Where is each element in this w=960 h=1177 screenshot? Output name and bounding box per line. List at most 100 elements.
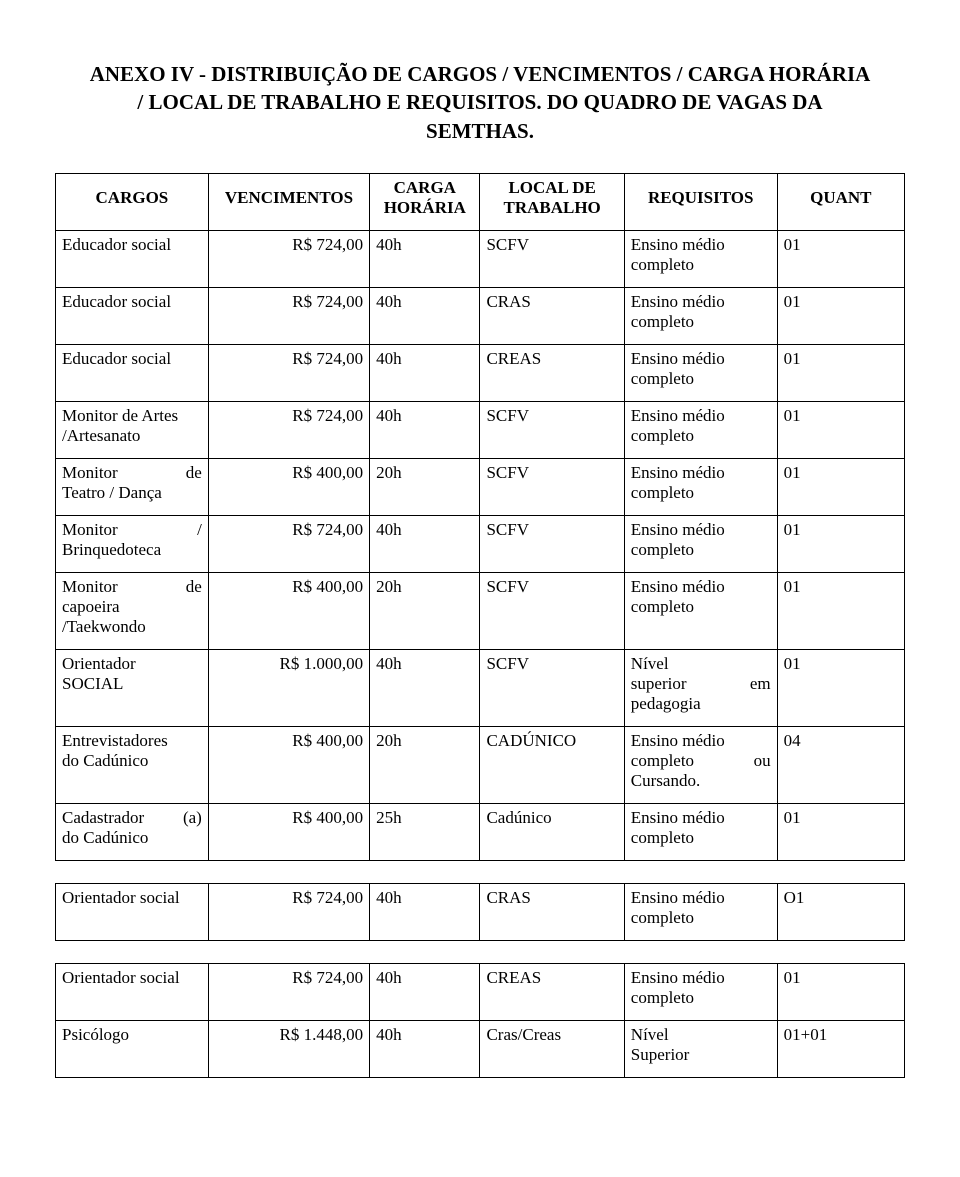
cell-req: Ensino médiocompleto xyxy=(624,402,777,459)
table-row: Educador social R$ 724,00 40h SCFV Ensin… xyxy=(56,231,905,288)
cell-local: SCFV xyxy=(480,402,624,459)
table-row: Educador social R$ 724,00 40h CREAS Ensi… xyxy=(56,345,905,402)
cell-carga: 40h xyxy=(370,884,480,941)
cell-quant: 04 xyxy=(777,727,904,804)
cell-cargo: Psicólogo xyxy=(56,1021,209,1078)
cell-cargo: Educador social xyxy=(56,231,209,288)
cell-quant: O1 xyxy=(777,884,904,941)
cell-req: Ensino médiocompleto xyxy=(624,345,777,402)
table-row: OrientadorSOCIAL R$ 1.000,00 40h SCFV Ní… xyxy=(56,650,905,727)
cell-quant: 01 xyxy=(777,964,904,1021)
cell-cargo: Monitor/ Brinquedoteca xyxy=(56,516,209,573)
cell-local: Cras/Creas xyxy=(480,1021,624,1078)
cell-req: Ensino médiocompleto xyxy=(624,573,777,650)
cell-quant: 01 xyxy=(777,231,904,288)
cell-req: Ensino médiocompleto xyxy=(624,964,777,1021)
table-row: Monitorde capoeira/Taekwondo R$ 400,00 2… xyxy=(56,573,905,650)
cell-venc: R$ 1.448,00 xyxy=(208,1021,369,1078)
table-row: Psicólogo R$ 1.448,00 40h Cras/Creas Nív… xyxy=(56,1021,905,1078)
cell-local: SCFV xyxy=(480,516,624,573)
cell-local: SCFV xyxy=(480,231,624,288)
cell-venc: R$ 724,00 xyxy=(208,964,369,1021)
table-row: Entrevistadoresdo Cadúnico R$ 400,00 20h… xyxy=(56,727,905,804)
cell-venc: R$ 724,00 xyxy=(208,884,369,941)
cell-cargo: OrientadorSOCIAL xyxy=(56,650,209,727)
cell-carga: 20h xyxy=(370,573,480,650)
cell-carga: 40h xyxy=(370,402,480,459)
cell-carga: 40h xyxy=(370,345,480,402)
cell-carga: 40h xyxy=(370,650,480,727)
cell-local: CREAS xyxy=(480,964,624,1021)
cell-cargo: Orientador social xyxy=(56,964,209,1021)
cell-venc: R$ 724,00 xyxy=(208,288,369,345)
table-row: Cadastrador(a) do Cadúnico R$ 400,00 25h… xyxy=(56,804,905,861)
cell-req: Ensino médio completoou Cursando. xyxy=(624,727,777,804)
header-local: LOCAL DE TRABALHO xyxy=(480,174,624,231)
title-line-3: SEMTHAS. xyxy=(426,119,534,143)
header-carga: CARGA HORÁRIA xyxy=(370,174,480,231)
cell-local: CRAS xyxy=(480,884,624,941)
header-cargos: CARGOS xyxy=(56,174,209,231)
header-vencimentos: VENCIMENTOS xyxy=(208,174,369,231)
cell-carga: 40h xyxy=(370,516,480,573)
cell-local: Cadúnico xyxy=(480,804,624,861)
cargos-table-2: Orientador social R$ 724,00 40h CRAS Ens… xyxy=(55,883,905,941)
cell-venc: R$ 400,00 xyxy=(208,573,369,650)
cell-quant: 01 xyxy=(777,650,904,727)
table-row: Monitorde Teatro / Dança R$ 400,00 20h S… xyxy=(56,459,905,516)
cell-local: CRAS xyxy=(480,288,624,345)
cell-req: Ensino médiocompleto xyxy=(624,884,777,941)
cell-cargo: Cadastrador(a) do Cadúnico xyxy=(56,804,209,861)
document-title: ANEXO IV - DISTRIBUIÇÃO DE CARGOS / VENC… xyxy=(55,60,905,145)
cargos-table-3: Orientador social R$ 724,00 40h CREAS En… xyxy=(55,963,905,1078)
table-row: Educador social R$ 724,00 40h CRAS Ensin… xyxy=(56,288,905,345)
header-quant: QUANT xyxy=(777,174,904,231)
cell-carga: 40h xyxy=(370,1021,480,1078)
cell-cargo: Monitor de Artes/Artesanato xyxy=(56,402,209,459)
title-line-1: ANEXO IV - DISTRIBUIÇÃO DE CARGOS / VENC… xyxy=(90,62,871,86)
cell-local: CADÚNICO xyxy=(480,727,624,804)
title-line-2: / LOCAL DE TRABALHO E REQUISITOS. DO QUA… xyxy=(137,90,822,114)
cell-cargo: Entrevistadoresdo Cadúnico xyxy=(56,727,209,804)
table-row: Orientador social R$ 724,00 40h CREAS En… xyxy=(56,964,905,1021)
cell-quant: 01 xyxy=(777,804,904,861)
cell-cargo: Orientador social xyxy=(56,884,209,941)
cell-quant: 01 xyxy=(777,573,904,650)
cell-quant: 01 xyxy=(777,402,904,459)
cell-local: SCFV xyxy=(480,459,624,516)
cell-quant: 01 xyxy=(777,459,904,516)
cell-local: SCFV xyxy=(480,573,624,650)
header-requisitos: REQUISITOS xyxy=(624,174,777,231)
header-carga-l1: CARGA xyxy=(376,178,473,198)
cell-quant: 01 xyxy=(777,345,904,402)
cell-local: SCFV xyxy=(480,650,624,727)
cell-carga: 25h xyxy=(370,804,480,861)
cell-venc: R$ 400,00 xyxy=(208,804,369,861)
cell-cargo: Monitorde Teatro / Dança xyxy=(56,459,209,516)
cell-carga: 20h xyxy=(370,727,480,804)
cell-quant: 01 xyxy=(777,288,904,345)
table-row: Monitor/ Brinquedoteca R$ 724,00 40h SCF… xyxy=(56,516,905,573)
header-local-l2: TRABALHO xyxy=(486,198,617,218)
table-row: Orientador social R$ 724,00 40h CRAS Ens… xyxy=(56,884,905,941)
cell-venc: R$ 400,00 xyxy=(208,727,369,804)
cell-local: CREAS xyxy=(480,345,624,402)
cell-carga: 40h xyxy=(370,288,480,345)
cell-req: Ensino médiocompleto xyxy=(624,459,777,516)
cell-quant: 01 xyxy=(777,516,904,573)
cell-cargo: Educador social xyxy=(56,345,209,402)
cell-venc: R$ 724,00 xyxy=(208,231,369,288)
table-header-row: CARGOS VENCIMENTOS CARGA HORÁRIA LOCAL D… xyxy=(56,174,905,231)
cell-venc: R$ 724,00 xyxy=(208,402,369,459)
header-carga-l2: HORÁRIA xyxy=(376,198,473,218)
cell-venc: R$ 400,00 xyxy=(208,459,369,516)
cell-quant: 01+01 xyxy=(777,1021,904,1078)
cell-venc: R$ 724,00 xyxy=(208,345,369,402)
cell-carga: 40h xyxy=(370,231,480,288)
cell-req: Ensino médiocompleto xyxy=(624,804,777,861)
header-local-l1: LOCAL DE xyxy=(486,178,617,198)
cell-carga: 20h xyxy=(370,459,480,516)
cell-venc: R$ 1.000,00 xyxy=(208,650,369,727)
table-row: Monitor de Artes/Artesanato R$ 724,00 40… xyxy=(56,402,905,459)
cell-req: Ensino médiocompleto xyxy=(624,288,777,345)
